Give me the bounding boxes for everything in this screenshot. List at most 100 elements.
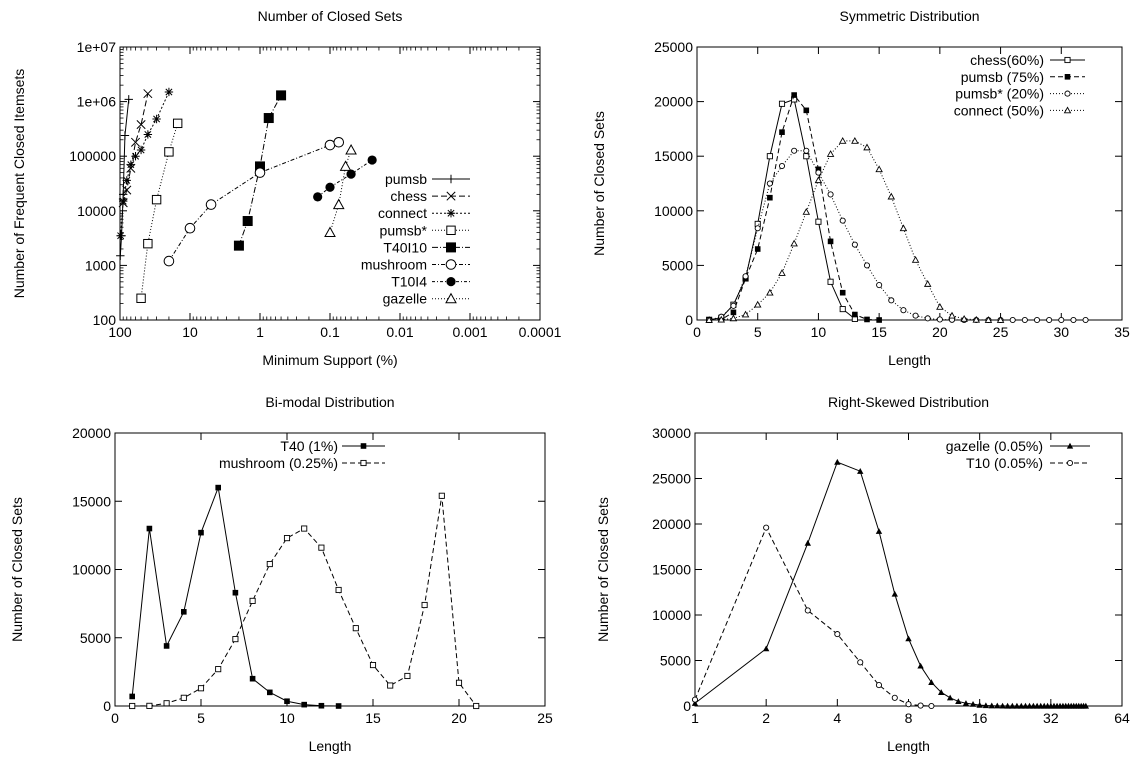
x-tick-label: 0.001 <box>452 324 487 340</box>
data-point <box>999 702 1006 709</box>
x-tick-label: 64 <box>1114 710 1130 726</box>
y-tick-label: 20000 <box>652 516 691 532</box>
data-point <box>255 161 265 172</box>
data-point <box>912 312 919 319</box>
data-point <box>116 231 125 240</box>
data-point <box>180 694 187 701</box>
series-line <box>709 94 880 321</box>
data-point <box>778 162 786 170</box>
data-point <box>705 316 713 323</box>
y-tick-label: 15000 <box>654 148 693 164</box>
y-axis-label: Number of Closed Sets <box>595 497 611 642</box>
data-point <box>172 118 183 129</box>
data-point <box>863 143 871 151</box>
x-tick-label: 20 <box>932 324 948 340</box>
x-axis-label: Length <box>309 738 352 754</box>
data-point <box>421 601 428 609</box>
x-tick-label: 10 <box>811 324 827 340</box>
data-point <box>982 702 990 709</box>
x-tick-label: 35 <box>1114 324 1130 340</box>
data-point <box>946 694 954 701</box>
y-tick-label: 10000 <box>77 203 116 219</box>
data-point <box>834 631 841 638</box>
data-point <box>778 269 786 276</box>
data-point <box>960 314 968 322</box>
legend-entry: mushroom (0.25%) <box>219 455 385 471</box>
x-tick-label: 100 <box>108 324 132 340</box>
legend-label: pumsb (75%) <box>961 69 1044 85</box>
data-point <box>367 155 377 165</box>
data-point <box>905 635 912 642</box>
x-tick-label: 25 <box>537 710 553 726</box>
data-point <box>283 535 291 542</box>
data-point <box>284 698 290 705</box>
data-point <box>266 560 273 568</box>
data-point <box>387 682 394 689</box>
x-tick-label: 10 <box>279 710 295 726</box>
data-point <box>301 525 308 532</box>
data-point <box>267 689 273 696</box>
series-chess <box>118 89 153 208</box>
data-point <box>984 316 993 323</box>
data-point <box>130 137 141 147</box>
data-point <box>763 524 770 531</box>
data-point <box>198 529 204 536</box>
y-axis-label: Number of Closed Sets <box>9 497 25 642</box>
legend-label: T40 (1%) <box>280 438 338 454</box>
legend-entry: T40 (1%) <box>280 438 385 454</box>
legend-swatch-marker <box>1064 56 1071 64</box>
series-T10 (0.05%) <box>691 524 935 710</box>
data-point <box>996 316 1005 323</box>
data-point <box>917 662 924 669</box>
x-tick-label: 5 <box>197 710 205 726</box>
x-tick-label: 1 <box>691 710 699 726</box>
y-tick-label: 0 <box>685 312 693 328</box>
y-tick-label: 15000 <box>72 493 111 509</box>
data-point <box>163 643 170 649</box>
legend-swatch-marker <box>1064 74 1071 80</box>
series-T10I4 <box>313 155 377 202</box>
legend-label: pumsb <box>385 171 427 187</box>
y-tick-label: 25000 <box>652 471 691 487</box>
legend-label: pumsb* (20%) <box>955 86 1044 102</box>
data-point <box>119 196 128 206</box>
y-tick-label: 25000 <box>654 39 693 55</box>
data-point <box>122 185 132 195</box>
data-point <box>899 224 908 232</box>
legend-label: mushroom (0.25%) <box>219 455 338 471</box>
data-point <box>826 150 835 157</box>
data-point <box>124 95 133 104</box>
data-point <box>851 241 858 248</box>
legend-entry: T10 (0.05%) <box>966 455 1090 471</box>
legend-entry: pumsb* (20%) <box>955 86 1085 102</box>
data-point <box>815 169 822 176</box>
legend-label: T10I4 <box>391 274 427 290</box>
y-tick-label: 10000 <box>654 203 693 219</box>
y-tick-label: 100000 <box>69 148 116 164</box>
x-tick-label: 25 <box>993 324 1009 340</box>
data-point <box>691 696 699 703</box>
data-point <box>851 136 859 144</box>
data-point <box>928 702 935 710</box>
data-point <box>263 113 274 124</box>
x-tick-label: 20 <box>451 710 467 726</box>
data-point <box>215 484 221 491</box>
data-point <box>753 300 762 308</box>
x-tick-label: 5 <box>754 324 762 340</box>
data-point <box>911 256 920 263</box>
series-line <box>329 149 352 233</box>
legend-entry: T10I4 <box>391 274 470 290</box>
y-tick-label: 5000 <box>662 257 693 273</box>
x-axis-label: Minimum Support (%) <box>262 352 397 368</box>
data-point <box>455 679 463 686</box>
data-point <box>1082 702 1090 709</box>
data-point <box>143 238 153 249</box>
legend-entry: gazelle (0.05%) <box>946 438 1090 454</box>
data-point <box>120 131 130 140</box>
legend-swatch-marker <box>446 225 456 236</box>
y-tick-label: 0 <box>683 698 691 714</box>
data-point <box>197 685 205 692</box>
data-point <box>1018 702 1025 709</box>
x-tick-label: 0.1 <box>320 324 340 340</box>
data-point <box>891 590 898 597</box>
